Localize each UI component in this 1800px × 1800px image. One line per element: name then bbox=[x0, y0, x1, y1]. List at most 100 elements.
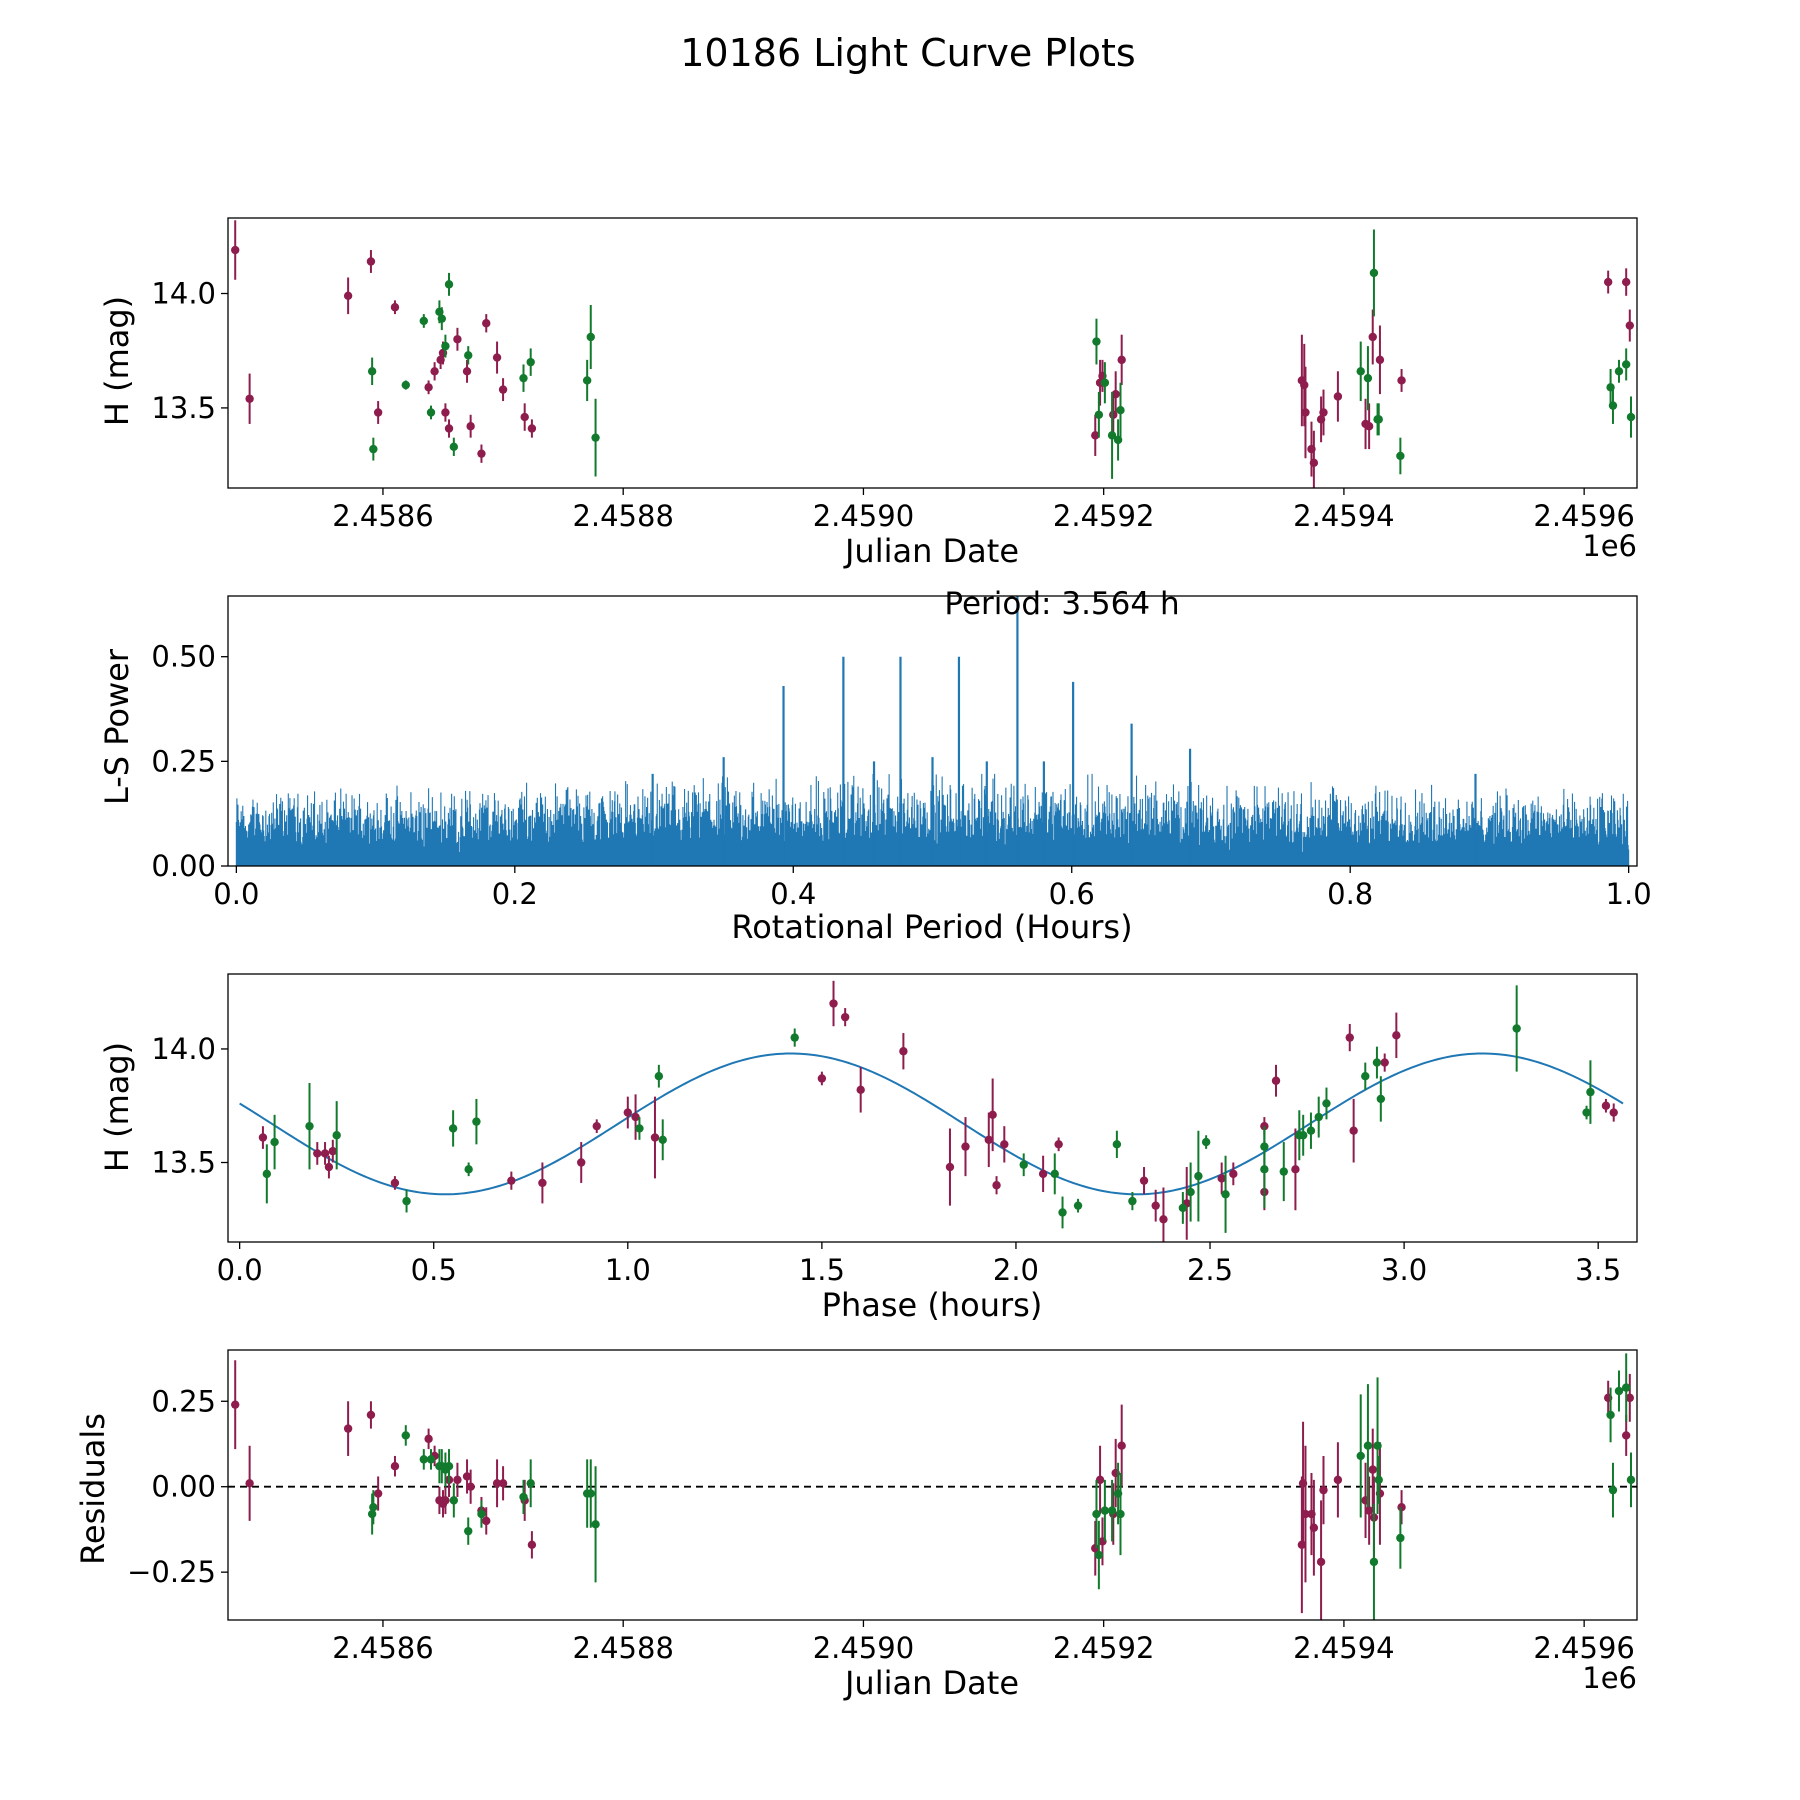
light-curve-point bbox=[1363, 373, 1373, 383]
light-curve-point bbox=[520, 412, 529, 422]
phase-fold-point bbox=[817, 1074, 827, 1083]
phase-fold-point bbox=[577, 1158, 586, 1167]
phase-fold-point bbox=[1186, 1187, 1195, 1197]
residuals-point bbox=[1094, 1550, 1104, 1560]
phase-fold-point bbox=[1349, 1126, 1358, 1135]
light-curve-point bbox=[1621, 360, 1631, 369]
residuals-point bbox=[1356, 1451, 1365, 1461]
light-curve-point bbox=[419, 316, 428, 326]
phase-fold-point bbox=[448, 1124, 458, 1133]
phase-fold-point bbox=[1151, 1201, 1160, 1210]
light-curve-point bbox=[527, 424, 537, 433]
phase-fold-point bbox=[324, 1162, 334, 1172]
light-curve-point bbox=[1309, 458, 1319, 468]
periodogram-plot-area bbox=[235, 596, 1630, 866]
phase-fold-x-label: Phase (hours) bbox=[822, 1286, 1043, 1324]
phase-fold-point bbox=[1073, 1201, 1083, 1210]
phase-fold-point bbox=[1372, 1058, 1382, 1067]
phase-fold-point bbox=[1178, 1203, 1188, 1213]
light-curve-point bbox=[1364, 422, 1374, 431]
phase-fold-x-tick-label: 1.5 bbox=[799, 1253, 845, 1287]
phase-fold-point bbox=[1314, 1112, 1323, 1122]
phase-fold-point bbox=[1128, 1196, 1137, 1206]
light-curve-point bbox=[1111, 389, 1120, 399]
periodogram-x-tick-label: 1.0 bbox=[1606, 877, 1652, 911]
phase-fold-point bbox=[1054, 1140, 1063, 1149]
light-curve-x-tick-label: 2.4590 bbox=[813, 499, 914, 533]
residuals-point bbox=[1316, 1557, 1326, 1567]
phase-fold-point bbox=[856, 1085, 865, 1095]
phase-fold-point bbox=[829, 999, 838, 1008]
phase-fold-point bbox=[472, 1117, 481, 1126]
periodogram-panel: L-S Power Rotational Period (Hours) 0.0 0… bbox=[98, 586, 1652, 946]
phase-fold-point bbox=[840, 1012, 850, 1022]
light-curve-point bbox=[586, 332, 595, 342]
phase-fold-point bbox=[1380, 1058, 1389, 1067]
residuals-panel: Residuals Julian Date 1e6 2.4586 2.4588 2.… bbox=[74, 1349, 1638, 1702]
residuals-x-tick-label: 2.4586 bbox=[332, 1631, 433, 1665]
light-curve-plot-area bbox=[231, 220, 1636, 488]
phase-fold-point bbox=[1601, 1101, 1611, 1110]
phase-fold-point bbox=[992, 1181, 1001, 1190]
light-curve-point bbox=[1621, 277, 1631, 287]
residuals-point bbox=[1368, 1465, 1377, 1474]
residuals-point bbox=[453, 1475, 462, 1485]
residuals-y-tick-label: 0.25 bbox=[151, 1384, 216, 1418]
light-curve-point bbox=[526, 357, 535, 367]
phase-fold-point bbox=[899, 1047, 908, 1056]
phase-fold-panel: H (mag) Phase (hours) 0.0 0.5 1.0 1.5 2.0 2.5… bbox=[98, 973, 1638, 1324]
light-curve-point bbox=[424, 383, 433, 392]
phase-fold-point bbox=[1586, 1087, 1595, 1097]
light-curve-point bbox=[1397, 376, 1406, 385]
light-curve-axes-frame bbox=[227, 217, 1638, 489]
residuals-point bbox=[1621, 1431, 1631, 1440]
phase-fold-point bbox=[1260, 1165, 1269, 1174]
phase-fold-point bbox=[635, 1124, 644, 1133]
residuals-point bbox=[1369, 1557, 1379, 1567]
light-curve-point bbox=[1356, 367, 1365, 376]
phase-fold-point bbox=[464, 1165, 473, 1174]
phase-fold-x-tick-label: 3.0 bbox=[1381, 1253, 1427, 1287]
phase-fold-point bbox=[1221, 1190, 1230, 1199]
light-curve-point bbox=[441, 408, 450, 417]
light-curve-point bbox=[498, 385, 508, 394]
periodogram-x-tick-label: 0.8 bbox=[1327, 877, 1373, 911]
light-curve-point bbox=[1368, 332, 1377, 342]
phase-fold-x-tick-label: 3.5 bbox=[1575, 1253, 1621, 1287]
light-curve-x-tick-label: 2.4594 bbox=[1293, 499, 1394, 533]
light-curve-point bbox=[1319, 408, 1328, 417]
residuals-point bbox=[1117, 1441, 1126, 1450]
residuals-point bbox=[482, 1516, 491, 1526]
periodogram-x-tick-label: 0.0 bbox=[213, 877, 259, 911]
residuals-point bbox=[498, 1479, 508, 1488]
phase-fold-point bbox=[1361, 1072, 1370, 1081]
residuals-point bbox=[519, 1492, 528, 1502]
light-curve-point bbox=[1375, 355, 1385, 365]
residuals-point bbox=[1608, 1485, 1618, 1495]
periodogram-x-tick-label: 0.4 bbox=[770, 877, 816, 911]
phase-fold-point bbox=[1609, 1108, 1618, 1117]
light-curve-point bbox=[464, 351, 473, 360]
light-curve-point bbox=[343, 291, 353, 300]
residuals-point bbox=[466, 1482, 475, 1491]
residuals-x-tick-label: 2.4592 bbox=[1053, 1631, 1154, 1665]
periodogram-axes-frame bbox=[227, 595, 1638, 867]
phase-fold-point bbox=[507, 1176, 516, 1185]
light-curve-point bbox=[582, 376, 592, 385]
phase-fold-point bbox=[1112, 1140, 1122, 1149]
light-curve-point bbox=[453, 335, 462, 344]
phase-fold-point bbox=[961, 1142, 970, 1151]
residuals-point bbox=[1397, 1503, 1406, 1512]
residuals-point bbox=[527, 1540, 537, 1550]
light-curve-point bbox=[1301, 408, 1310, 417]
residuals-point bbox=[444, 1462, 454, 1471]
residuals-point bbox=[1319, 1485, 1328, 1495]
phase-fold-point bbox=[790, 1033, 799, 1042]
residuals-point bbox=[1606, 1410, 1615, 1420]
light-curve-x-tick-label: 2.4586 bbox=[332, 499, 433, 533]
residuals-point bbox=[1373, 1441, 1382, 1450]
residuals-point bbox=[1100, 1506, 1110, 1515]
light-curve-point bbox=[1626, 412, 1636, 422]
residuals-point bbox=[492, 1479, 502, 1488]
residuals-point bbox=[1625, 1393, 1634, 1403]
